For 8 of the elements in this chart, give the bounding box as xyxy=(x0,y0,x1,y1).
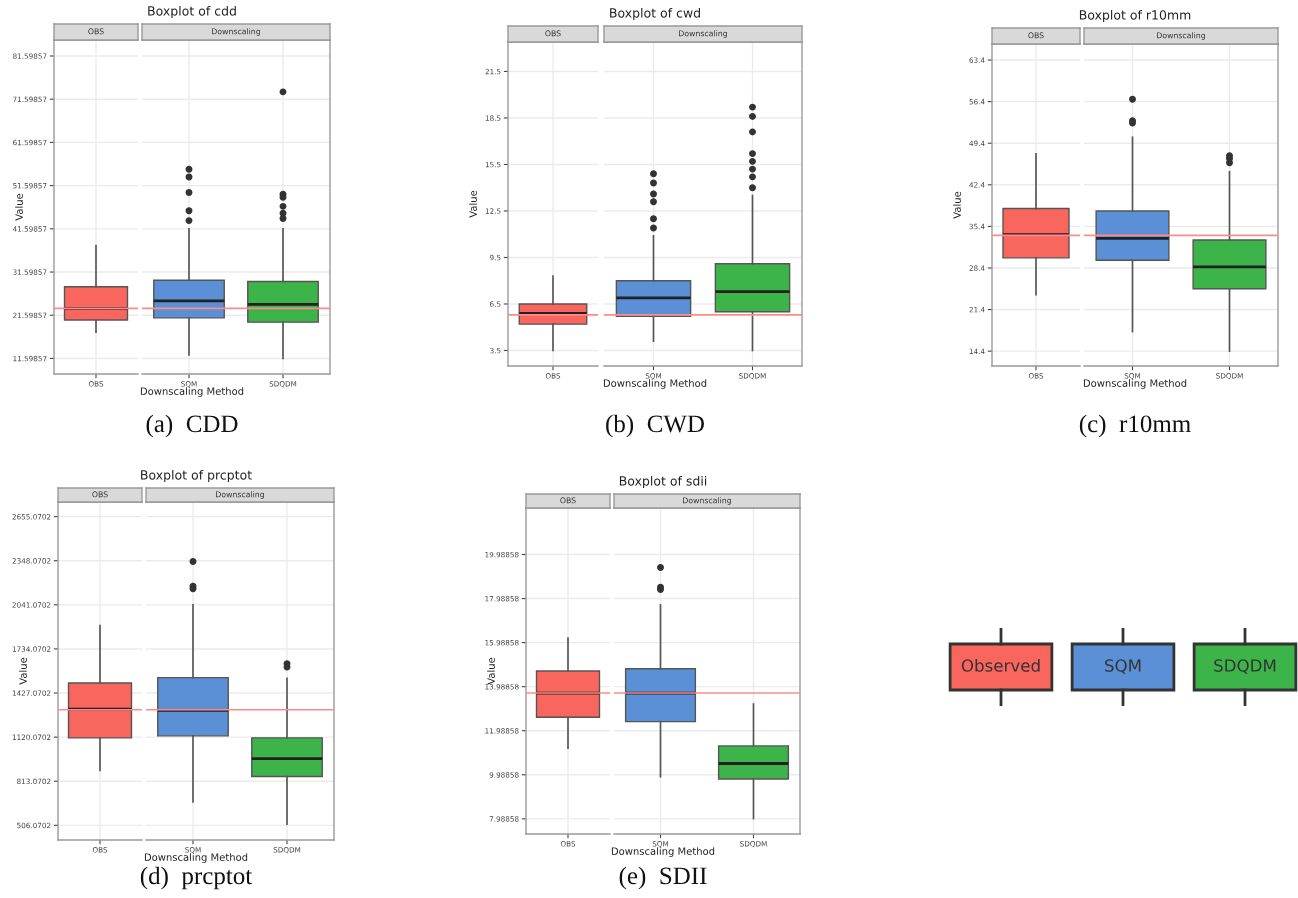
text: (e) SDII xyxy=(619,866,707,890)
text: (a) CDD xyxy=(146,414,238,438)
text: (d) prcptot xyxy=(140,866,253,890)
text: (b) CWD xyxy=(606,414,704,438)
category-label: SDQDM xyxy=(1214,659,1276,674)
category-label: SQM xyxy=(1105,659,1141,674)
category-label: Observed xyxy=(961,658,1040,672)
text: (c) r10mm xyxy=(1079,414,1191,438)
